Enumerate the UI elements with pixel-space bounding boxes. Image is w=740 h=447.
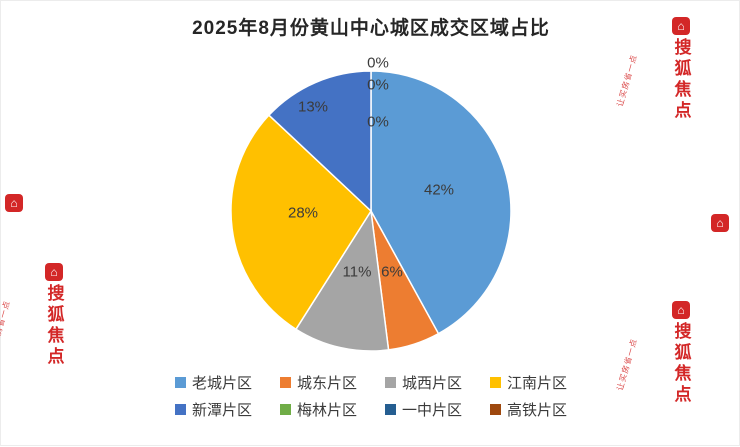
legend-swatch-icon	[279, 404, 291, 415]
legend-label: 高铁片区	[507, 402, 568, 419]
pie-data-label-梅林片区: 0%	[367, 55, 389, 72]
legend-swatch-icon	[385, 404, 396, 415]
watermark-brand: 搜狐焦点	[671, 322, 691, 406]
legend-label: 城东片区	[296, 375, 357, 392]
legend-item-一中片区: 一中片区	[385, 399, 462, 420]
watermark-mid-right: ⌂	[711, 214, 729, 235]
legend-item-新潭片区: 新潭片区	[174, 399, 252, 420]
watermark-bottom-right: ⌂ 搜狐焦点 让买房省一点	[615, 301, 731, 406]
watermark-brand: 搜狐焦点	[44, 284, 64, 368]
legend-swatch-icon	[174, 404, 186, 415]
legend-swatch-icon	[385, 377, 396, 388]
legend-swatch-icon	[174, 377, 186, 388]
pie-slice-新潭片区	[267, 70, 372, 213]
legend-item-城东片区: 城东片区	[279, 372, 357, 393]
legend-swatch-icon	[490, 404, 502, 415]
legend-swatch-icon	[490, 377, 502, 388]
pie-data-label-高铁片区: 0%	[367, 114, 389, 131]
pie-slice-老城片区	[370, 70, 512, 335]
pie-data-label-城西片区: 11%	[343, 264, 372, 281]
watermark-brand: 搜狐焦点	[671, 38, 691, 122]
sohu-focus-logo-icon: ⌂	[711, 214, 729, 232]
legend-row: 新潭片区 梅林片区 一中片区 高铁片区	[174, 399, 567, 420]
legend-label: 一中片区	[402, 402, 463, 419]
legend-label: 梅林片区	[296, 402, 357, 419]
legend-label: 城西片区	[402, 375, 463, 392]
legend-label: 新潭片区	[191, 402, 252, 419]
pie-data-label-一中片区: 0%	[367, 77, 389, 94]
pie-data-label-城东片区: 6%	[381, 264, 403, 281]
sohu-focus-logo-icon: ⌂	[672, 301, 690, 319]
sohu-focus-logo-icon: ⌂	[672, 17, 690, 35]
chart-title: 2025年8月份黄山中心城区成交区域占比	[192, 18, 550, 39]
sohu-focus-logo-icon: ⌂	[45, 263, 63, 281]
watermark-mid-left: ⌂	[5, 194, 23, 215]
legend-label: 老城片区	[191, 375, 252, 392]
legend-item-城西片区: 城西片区	[385, 372, 462, 393]
legend-item-老城片区: 老城片区	[174, 372, 252, 393]
legend-label: 江南片区	[507, 375, 568, 392]
legend-swatch-icon	[279, 377, 291, 388]
pie-data-label-江南片区: 28%	[288, 205, 318, 222]
legend-row: 老城片区 城东片区 城西片区 江南片区	[174, 372, 567, 393]
pie-data-label-老城片区: 42%	[424, 182, 454, 199]
chart-legend: 老城片区 城东片区 城西片区 江南片区新潭片区 梅林片区 一中片区 高铁片区	[1, 372, 740, 420]
watermark-top-right: ⌂ 搜狐焦点 让买房省一点	[615, 17, 731, 122]
pie-slice-江南片区	[230, 114, 372, 331]
legend-item-高铁片区: 高铁片区	[490, 399, 567, 420]
legend-item-梅林片区: 梅林片区	[279, 399, 357, 420]
watermark-bottom-left: ⌂ 搜狐焦点 让买房省一点	[0, 263, 104, 368]
legend-item-江南片区: 江南片区	[490, 372, 567, 393]
sohu-focus-logo-icon: ⌂	[5, 194, 23, 212]
pie-data-label-新潭片区: 13%	[298, 99, 328, 116]
pie-slice-城西片区	[294, 208, 390, 352]
